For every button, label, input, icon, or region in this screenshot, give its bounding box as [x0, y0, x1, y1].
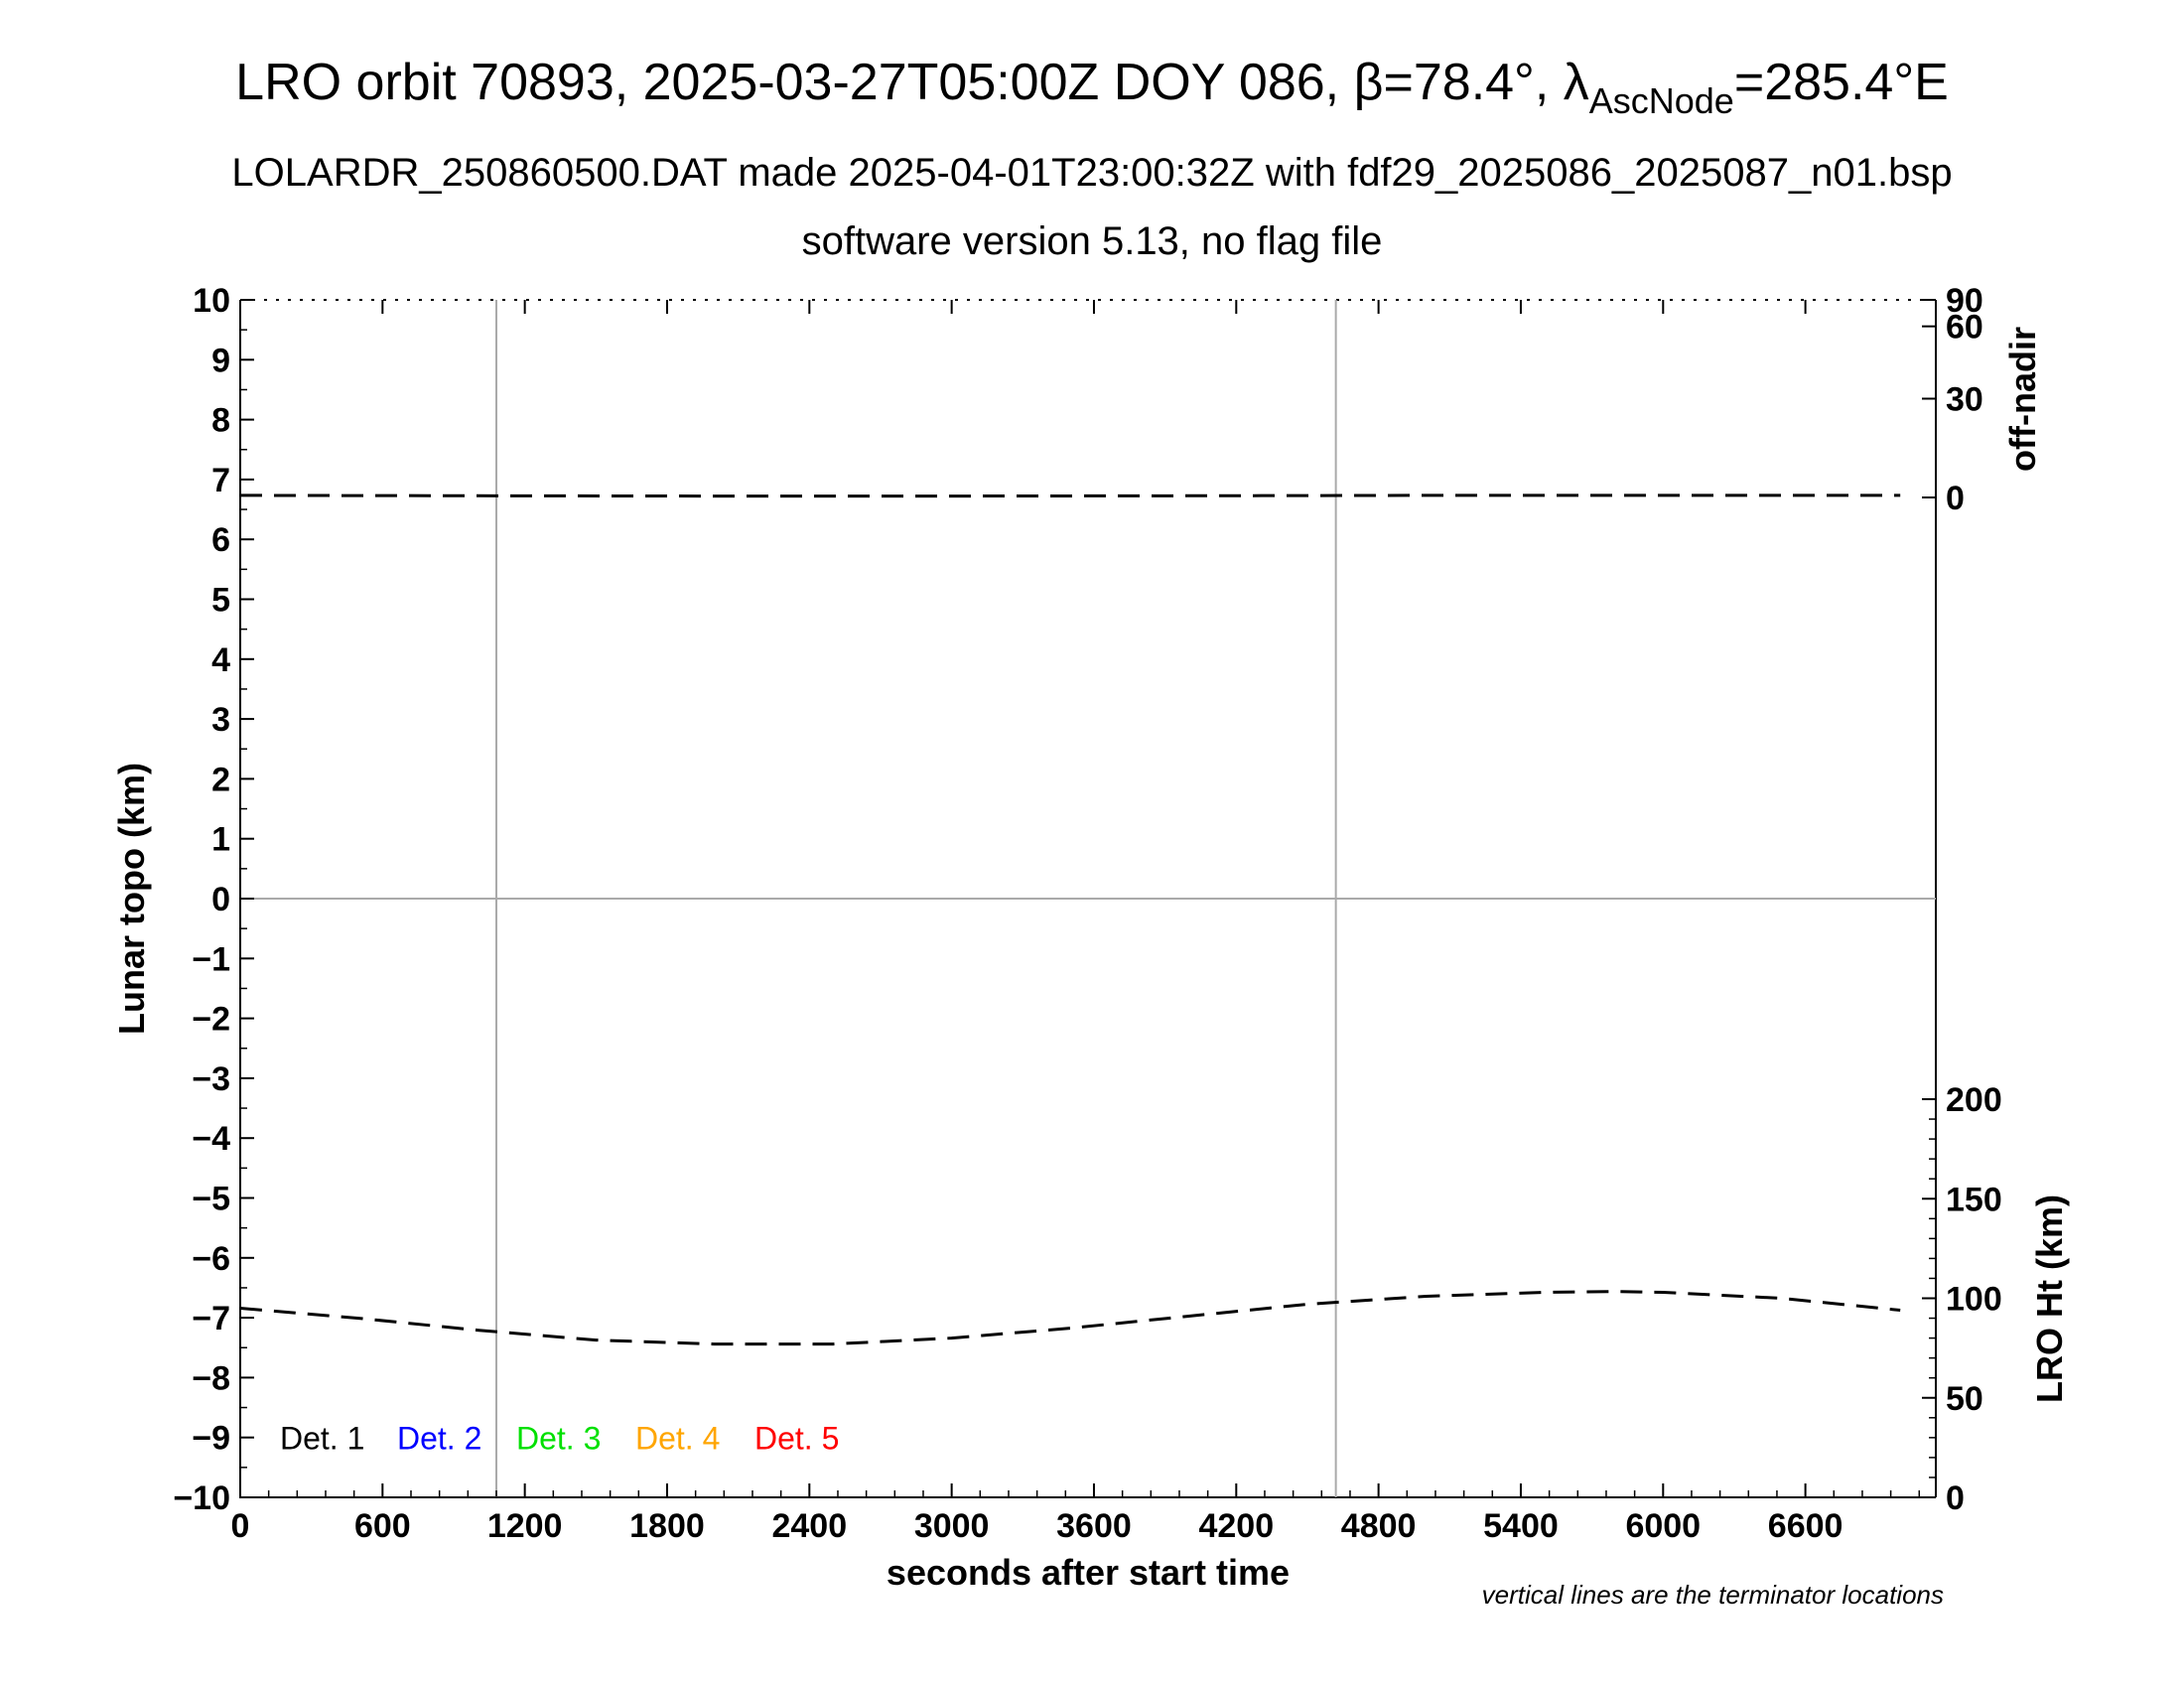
grid-layer — [240, 300, 1936, 1497]
x-tick-label: 4200 — [1198, 1507, 1274, 1545]
chart-subtitle-1: LOLARDR_250860500.DAT made 2025-04-01T23… — [231, 151, 1952, 195]
legend-item: Det. 2 — [397, 1421, 481, 1457]
legend-item: Det. 4 — [635, 1421, 720, 1457]
lro-height-tick-label: 200 — [1946, 1081, 2002, 1119]
y-tick-label: −9 — [192, 1420, 230, 1458]
y-tick-label: −3 — [192, 1060, 230, 1098]
y-tick-label: 0 — [211, 881, 230, 918]
series-layer — [239, 493, 1901, 1346]
legend-item: Det. 3 — [516, 1421, 601, 1457]
legend: Det. 1 Det. 2 Det. 3 Det. 4 Det. 5 — [280, 1421, 839, 1457]
y-tick-label: 7 — [211, 462, 230, 499]
y-tick-label: −10 — [173, 1479, 230, 1517]
off-nadir-line — [239, 493, 1901, 498]
title-subscript: AscNode — [1589, 80, 1734, 121]
y-tick-label: 3 — [211, 701, 230, 739]
y-tick-label: 8 — [211, 402, 230, 440]
y-tick-label: 9 — [211, 342, 230, 379]
x-axis-label: seconds after start time — [887, 1552, 1290, 1593]
y-tick-label: 10 — [193, 282, 230, 320]
y-axis-label-right-bottom: LRO Ht (km) — [2029, 1195, 2070, 1403]
x-tick-label: 6000 — [1625, 1507, 1701, 1545]
x-tick-label: 5400 — [1483, 1507, 1559, 1545]
lro-height-tick-label: 0 — [1946, 1479, 1965, 1517]
legend-item: Det. 1 — [280, 1421, 364, 1457]
title-main: LRO orbit 70893, 2025-03-27T05:00Z DOY 0… — [235, 54, 1589, 111]
y-tick-label: −6 — [192, 1240, 230, 1278]
legend-item: Det. 5 — [754, 1421, 839, 1457]
off-nadir-tick-label: 90 — [1946, 282, 1983, 320]
y-tick-label: 4 — [211, 641, 230, 679]
y-tick-label: −2 — [192, 1001, 230, 1039]
y-tick-label: 6 — [211, 521, 230, 559]
y-axis-label-left: Lunar topo (km) — [111, 763, 152, 1035]
off-nadir-tick-label: 0 — [1946, 480, 1965, 517]
tick-layer: 0 600 1200 1800 2400 3000 3600 4200 4800 5400 6000… — [173, 282, 2001, 1545]
y-tick-label: −8 — [192, 1359, 230, 1397]
x-tick-label: 4800 — [1341, 1507, 1417, 1545]
x-tick-label: 0 — [231, 1507, 250, 1545]
y-tick-label: 2 — [211, 761, 230, 798]
chart-subtitle-2: software version 5.13, no flag file — [802, 219, 1383, 263]
y-tick-label: 5 — [211, 582, 230, 620]
y-axis-label-right-top: off-nadir — [2002, 327, 2043, 472]
x-tick-label: 1200 — [487, 1507, 563, 1545]
x-tick-label: 1800 — [629, 1507, 705, 1545]
y-tick-label: 1 — [211, 821, 230, 859]
title-end: =285.4°E — [1734, 54, 1949, 111]
y-tick-label: −4 — [192, 1120, 230, 1158]
x-tick-label: 6600 — [1768, 1507, 1843, 1545]
lro-height-line — [239, 1290, 1901, 1346]
lro-height-tick-label: 100 — [1946, 1281, 2002, 1319]
x-tick-label: 3600 — [1056, 1507, 1132, 1545]
off-nadir-tick-label: 60 — [1946, 309, 1983, 347]
x-tick-label: 3000 — [914, 1507, 990, 1545]
lro-height-tick-label: 50 — [1946, 1380, 1983, 1418]
footnote: vertical lines are the terminator locati… — [1482, 1580, 1944, 1610]
off-nadir-tick-label: 30 — [1946, 380, 1983, 418]
x-tick-label: 2400 — [771, 1507, 847, 1545]
y-tick-label: −1 — [192, 940, 230, 978]
y-tick-label: −7 — [192, 1300, 230, 1337]
y-tick-label: −5 — [192, 1181, 230, 1218]
chart-title: LRO orbit 70893, 2025-03-27T05:00Z DOY 0… — [235, 54, 1949, 121]
lro-height-tick-label: 150 — [1946, 1181, 2002, 1218]
x-tick-label: 600 — [354, 1507, 411, 1545]
